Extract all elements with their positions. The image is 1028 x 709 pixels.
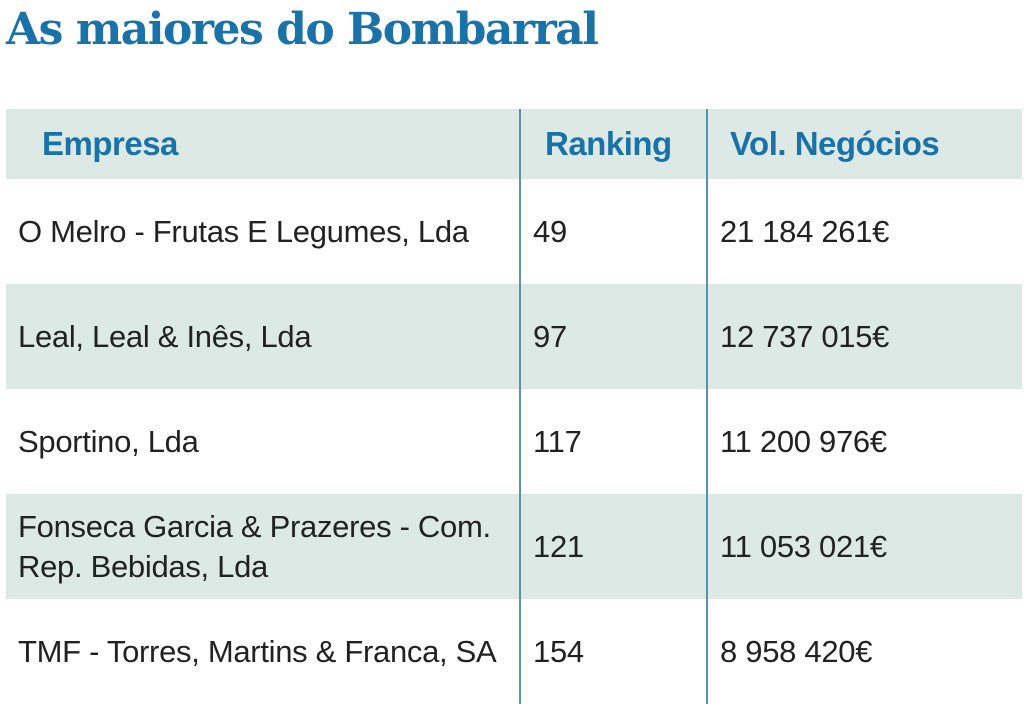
column-header-ranking: Ranking xyxy=(520,109,708,179)
cell-ranking: 121 xyxy=(520,494,708,599)
cell-volume: 21 184 261€ xyxy=(720,213,890,249)
cell-volume: 11 053 021€ xyxy=(707,494,1022,599)
cell-ranking: 117 xyxy=(520,389,708,494)
table-row: Fonseca Garcia & Prazeres - Com. Rep. Be… xyxy=(6,494,1022,599)
table-header-row: Empresa Ranking Vol. Negócios xyxy=(6,109,1022,179)
cell-empresa: Sportino, Lda xyxy=(6,389,521,494)
cell-empresa: O Melro - Frutas E Legumes, Lda xyxy=(6,179,521,284)
cell-volume: 12 737 015€ xyxy=(707,284,1022,389)
cell-ranking: 154 xyxy=(520,599,708,704)
cell-volume: 8 958 420€ xyxy=(720,633,873,669)
cell-ranking: 97 xyxy=(520,284,708,389)
cell-ranking: 49 xyxy=(520,179,708,284)
table-row: O Melro - Frutas E Legumes, Lda 49 21 18… xyxy=(6,179,1022,284)
table-row: Sportino, Lda 117 11 200 976€ xyxy=(6,389,1022,494)
cell-empresa: Leal, Leal & Inês, Lda xyxy=(6,284,521,389)
table-row: Leal, Leal & Inês, Lda 97 12 737 015€ xyxy=(6,284,1022,389)
cell-volume: 11 200 976€ xyxy=(720,423,887,459)
page-title: As maiores do Bombarral xyxy=(6,4,599,55)
column-header-volume: Vol. Negócios xyxy=(707,109,1022,179)
table-row: TMF - Torres, Martins & Franca, SA 154 8… xyxy=(6,599,1022,704)
column-header-empresa: Empresa xyxy=(6,109,521,179)
cell-empresa: TMF - Torres, Martins & Franca, SA xyxy=(6,599,521,704)
rankings-table: Empresa Ranking Vol. Negócios O Melro - … xyxy=(6,109,1022,704)
cell-empresa: Fonseca Garcia & Prazeres - Com. Rep. Be… xyxy=(6,494,521,599)
